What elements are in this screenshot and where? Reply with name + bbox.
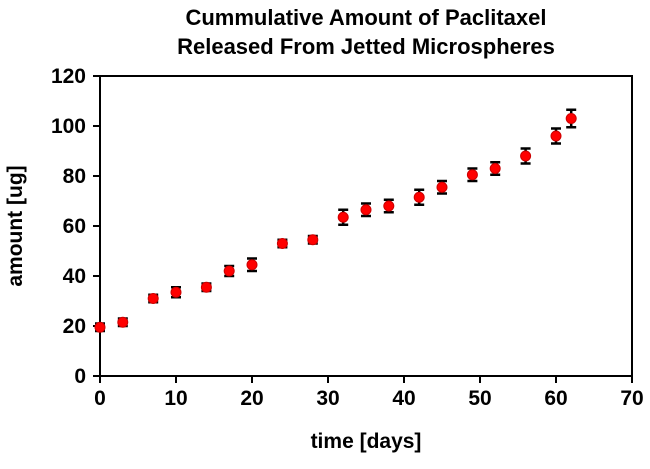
data-point (466, 169, 478, 181)
data-point (360, 204, 372, 216)
data-point (246, 259, 258, 271)
chart-title-line2: Released From Jetted Microspheres (177, 34, 555, 59)
y-tick-label: 120 (51, 65, 86, 88)
x-tick-label: 50 (468, 387, 491, 410)
x-tick-label: 70 (620, 387, 643, 410)
data-point (413, 191, 425, 203)
data-point (276, 238, 288, 249)
data-point (170, 286, 182, 298)
data-point (565, 113, 577, 124)
x-tick-label: 10 (164, 387, 187, 410)
y-tick-label: 40 (63, 265, 86, 288)
chart-title-line1: Cummulative Amount of Paclitaxel (185, 5, 547, 30)
data-point (383, 200, 395, 212)
y-tick-label: 80 (63, 165, 86, 188)
x-tick-label: 60 (544, 387, 567, 410)
y-tick-label: 0 (74, 365, 86, 388)
data-point (147, 293, 159, 304)
x-tick-label: 30 (316, 387, 339, 410)
data-point (550, 130, 562, 142)
x-axis-label: time [days] (310, 430, 422, 453)
y-tick-label: 60 (63, 215, 86, 238)
data-point (436, 181, 448, 193)
x-tick-label: 0 (94, 387, 106, 410)
chart-title: Cummulative Amount of Paclitaxel Release… (86, 3, 646, 61)
data-point (200, 281, 212, 293)
data-point (520, 150, 532, 162)
data-point (337, 211, 349, 223)
data-point (223, 265, 235, 277)
x-tick-label: 40 (392, 387, 415, 410)
data-point (117, 316, 129, 328)
x-tick-label: 20 (240, 387, 263, 410)
data-point (94, 321, 106, 333)
data-point (307, 234, 319, 246)
y-tick-label: 100 (51, 115, 86, 138)
data-point (489, 163, 501, 174)
plot-border (99, 75, 633, 377)
y-tick-label: 20 (63, 315, 86, 338)
